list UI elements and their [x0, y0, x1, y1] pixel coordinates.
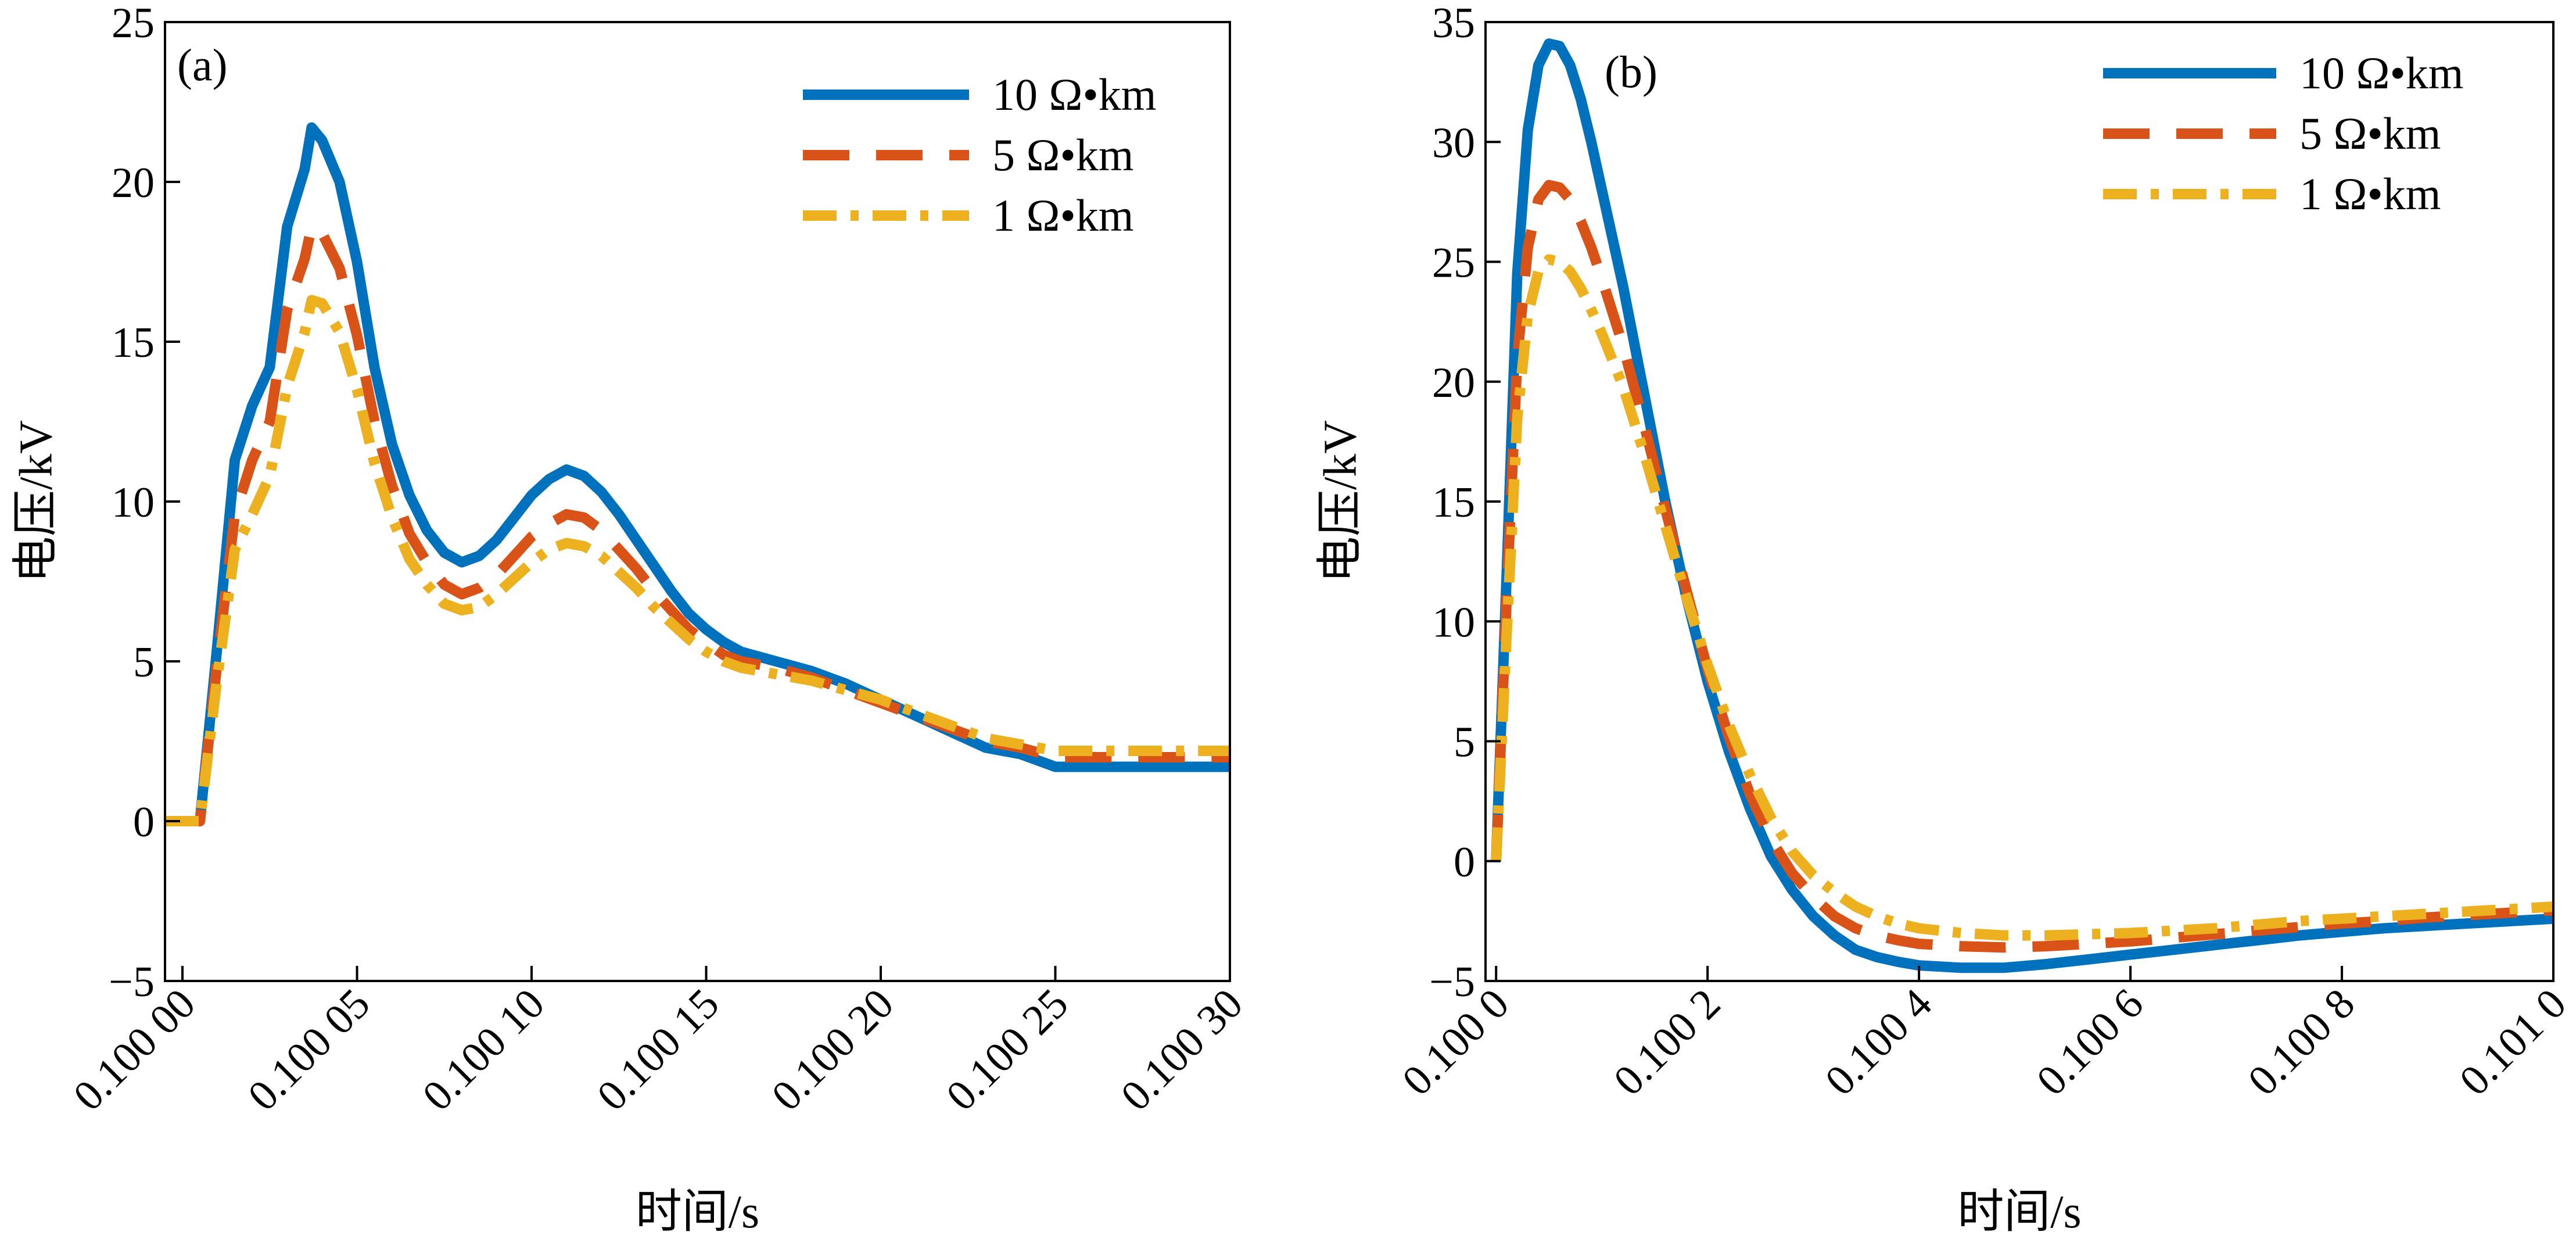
- chart-1-y-tick-label: 10: [1432, 599, 1475, 646]
- chart-1-x-tick-label: 0.101 0: [2451, 980, 2575, 1105]
- chart-0-y-axis-label: 电压/kV: [10, 420, 62, 583]
- chart-1-x-tick-label: 0.100 8: [2239, 980, 2364, 1105]
- chart-1-series-line-2: [1491, 180, 2553, 953]
- chart-0-x-tick-label: 0.100 20: [763, 980, 903, 1120]
- chart-0-y-tick-label: 5: [133, 639, 155, 686]
- chart-0-x-axis-label: 时间/s: [636, 1187, 759, 1238]
- chart-0-legend-label-2: 5 Ω•km: [992, 130, 1133, 180]
- chart-0-panel-label: (a): [177, 40, 228, 90]
- chart-1-y-axis-label: 电压/kV: [1315, 420, 1366, 583]
- chart-0-y-tick-label: 20: [112, 159, 155, 207]
- chart-0-y-tick-label: 0: [133, 798, 155, 846]
- chart-1-y-tick-label: −5: [1429, 958, 1475, 1006]
- chart-0-series-line-3: [165, 295, 1230, 826]
- chart-1-legend-label-2: 5 Ω•km: [2299, 108, 2441, 159]
- chart-0-y-tick-label: 10: [112, 479, 155, 527]
- chart-0-x-tick-label: 0.100 15: [588, 980, 728, 1120]
- chart-1-x-axis-label: 时间/s: [1957, 1187, 2081, 1238]
- chart-0-x-tick-label: 0.100 25: [937, 980, 1077, 1120]
- chart-1-y-tick-label: 20: [1432, 359, 1475, 407]
- chart-1-y-tick-label: 0: [1454, 839, 1475, 886]
- chart-1-series-line-3: [1491, 254, 2553, 941]
- chart-0-x-tick-label: 0.100 05: [239, 980, 379, 1120]
- chart-0-legend-label-3: 1 Ω•km: [992, 190, 1133, 241]
- chart-0-y-tick-label: −5: [109, 958, 155, 1006]
- chart-0-x-tick-label: 0.100 10: [414, 980, 554, 1120]
- chart-1-legend-label-3: 1 Ω•km: [2299, 169, 2441, 219]
- chart-1-y-tick-label: 30: [1432, 119, 1475, 167]
- chart-0-x-tick-label: 0.100 30: [1112, 980, 1252, 1120]
- chart-1-x-tick-label: 0.100 2: [1605, 980, 1730, 1105]
- chart-0-y-tick-label: 15: [112, 319, 155, 367]
- chart-0-y-tick-label: 25: [112, 0, 155, 47]
- chart-0-legend-label-1: 10 Ω•km: [992, 69, 1156, 120]
- chart-0-series-line-1: [165, 122, 1230, 826]
- chart-1-y-tick-label: 25: [1432, 239, 1475, 287]
- chart-1-x-tick-label: 0.100 6: [2028, 980, 2152, 1105]
- chart-1-legend-label-1: 10 Ω•km: [2299, 48, 2463, 98]
- chart-1-y-tick-label: 5: [1454, 719, 1475, 767]
- chart-1-panel-label: (b): [1605, 46, 1657, 97]
- chart-1-y-tick-label: 35: [1432, 0, 1475, 47]
- chart-1-y-tick-label: 15: [1432, 479, 1475, 527]
- chart-0-series-line-2: [165, 221, 1230, 826]
- chart-1-series-line-1: [1491, 38, 2553, 973]
- chart-1-x-tick-label: 0.100 4: [1816, 980, 1941, 1105]
- chart-1-plot-frame: [1484, 21, 2555, 982]
